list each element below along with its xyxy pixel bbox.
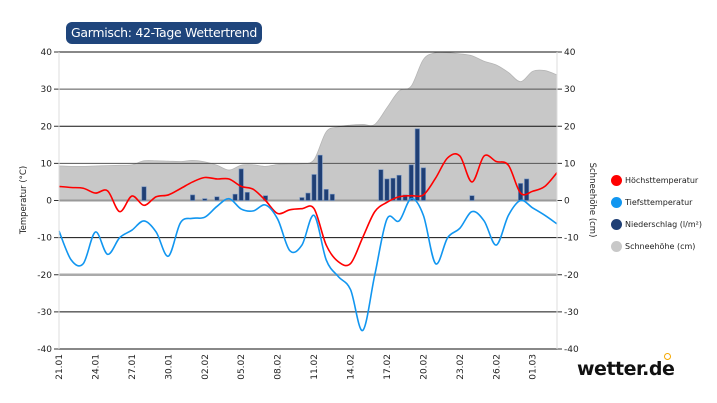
y-tick-label: -20	[37, 271, 52, 281]
legend-label: Schneehöhe (cm)	[625, 242, 696, 251]
y-tick-label: 20	[41, 122, 53, 132]
x-tick-label: 20.02	[419, 354, 429, 380]
min-temperature-line	[58, 197, 558, 332]
x-tick-label: 02.02	[201, 354, 211, 380]
x-tick-label: 08.02	[274, 354, 284, 380]
precipitation-bar	[378, 169, 384, 201]
y-tick-label: 30	[41, 85, 53, 95]
legend-label: Tiefsttemperatur	[625, 198, 693, 207]
legend-item-precipitation[interactable]: Niederschlag (l/m²)	[611, 219, 702, 230]
brand-logo: wetter.de	[577, 358, 675, 380]
x-tick-label: 27.01	[128, 354, 138, 380]
y2-tick-label: 30	[564, 85, 576, 95]
precipitation-bar	[414, 128, 420, 201]
y-tick-label: -30	[37, 308, 52, 318]
precipitation-bar	[305, 192, 311, 201]
legend-label: Niederschlag (l/m²)	[625, 220, 702, 229]
legend-swatch-icon	[611, 219, 622, 230]
precipitation-bar	[323, 189, 329, 201]
legend-item-min-temp[interactable]: Tiefsttemperatur	[611, 197, 702, 208]
y-tick-label: 40	[41, 48, 53, 58]
legend-swatch-icon	[611, 241, 622, 252]
max-temperature-line	[58, 152, 558, 267]
precipitation-bar	[390, 177, 396, 201]
precipitation-bar	[524, 178, 530, 201]
y2-tick-label: 10	[564, 159, 576, 169]
precipitation-bar	[214, 196, 220, 201]
y2-tick-label: -10	[564, 234, 579, 244]
brand-dot-icon	[664, 353, 671, 360]
x-tick-label: 17.02	[383, 354, 393, 380]
precipitation-bar	[141, 186, 147, 201]
y2-tick-label: 0	[564, 197, 570, 207]
x-tick-label: 05.02	[237, 354, 247, 380]
legend: Höchsttemperatur Tiefsttemperatur Nieder…	[611, 175, 702, 263]
precipitation-bar	[317, 154, 323, 201]
legend-item-snow-depth[interactable]: Schneehöhe (cm)	[611, 241, 702, 252]
precipitation-bar	[232, 193, 238, 201]
x-tick-label: 24.01	[91, 354, 101, 380]
y2-tick-label: -40	[564, 345, 579, 355]
y2-axis-label: Schneehöhe (cm)	[587, 163, 597, 238]
y-axis-label: Temperatur (°C)	[19, 166, 29, 235]
precipitation-bar	[329, 193, 335, 201]
precipitation-bar	[469, 195, 475, 201]
precipitation-bar	[408, 164, 414, 201]
x-tick-label: 26.02	[492, 354, 502, 380]
x-tick-label: 14.02	[347, 354, 357, 380]
legend-swatch-icon	[611, 197, 622, 208]
precipitation-bar	[420, 167, 426, 201]
precipitation-bar	[190, 194, 196, 201]
x-tick-label: 21.01	[55, 354, 65, 380]
precipitation-bar	[396, 174, 402, 201]
precipitation-bar	[311, 174, 317, 201]
legend-label: Höchsttemperatur	[625, 176, 699, 185]
x-tick-label: 23.02	[456, 354, 466, 380]
y-tick-label: 10	[41, 159, 53, 169]
y2-tick-label: -30	[564, 308, 579, 318]
y-tick-label: 0	[46, 197, 52, 207]
y-tick-label: -40	[37, 345, 52, 355]
precipitation-bar	[244, 192, 250, 201]
x-tick-label: 01.03	[529, 354, 539, 380]
y-tick-label: -10	[37, 234, 52, 244]
y2-tick-label: -20	[564, 271, 579, 281]
y2-tick-label: 40	[564, 48, 576, 58]
legend-item-max-temp[interactable]: Höchsttemperatur	[611, 175, 702, 186]
legend-swatch-icon	[611, 175, 622, 186]
precipitation-bar	[384, 178, 390, 201]
precipitation-bar	[299, 197, 305, 201]
y2-tick-label: 20	[564, 122, 576, 132]
x-tick-label: 30.01	[164, 354, 174, 380]
precipitation-bar	[202, 198, 208, 201]
precipitation-bar	[402, 194, 408, 201]
x-tick-label: 11.02	[310, 354, 320, 380]
chart-title: Garmisch: 42-Tage Wettertrend	[66, 22, 262, 44]
